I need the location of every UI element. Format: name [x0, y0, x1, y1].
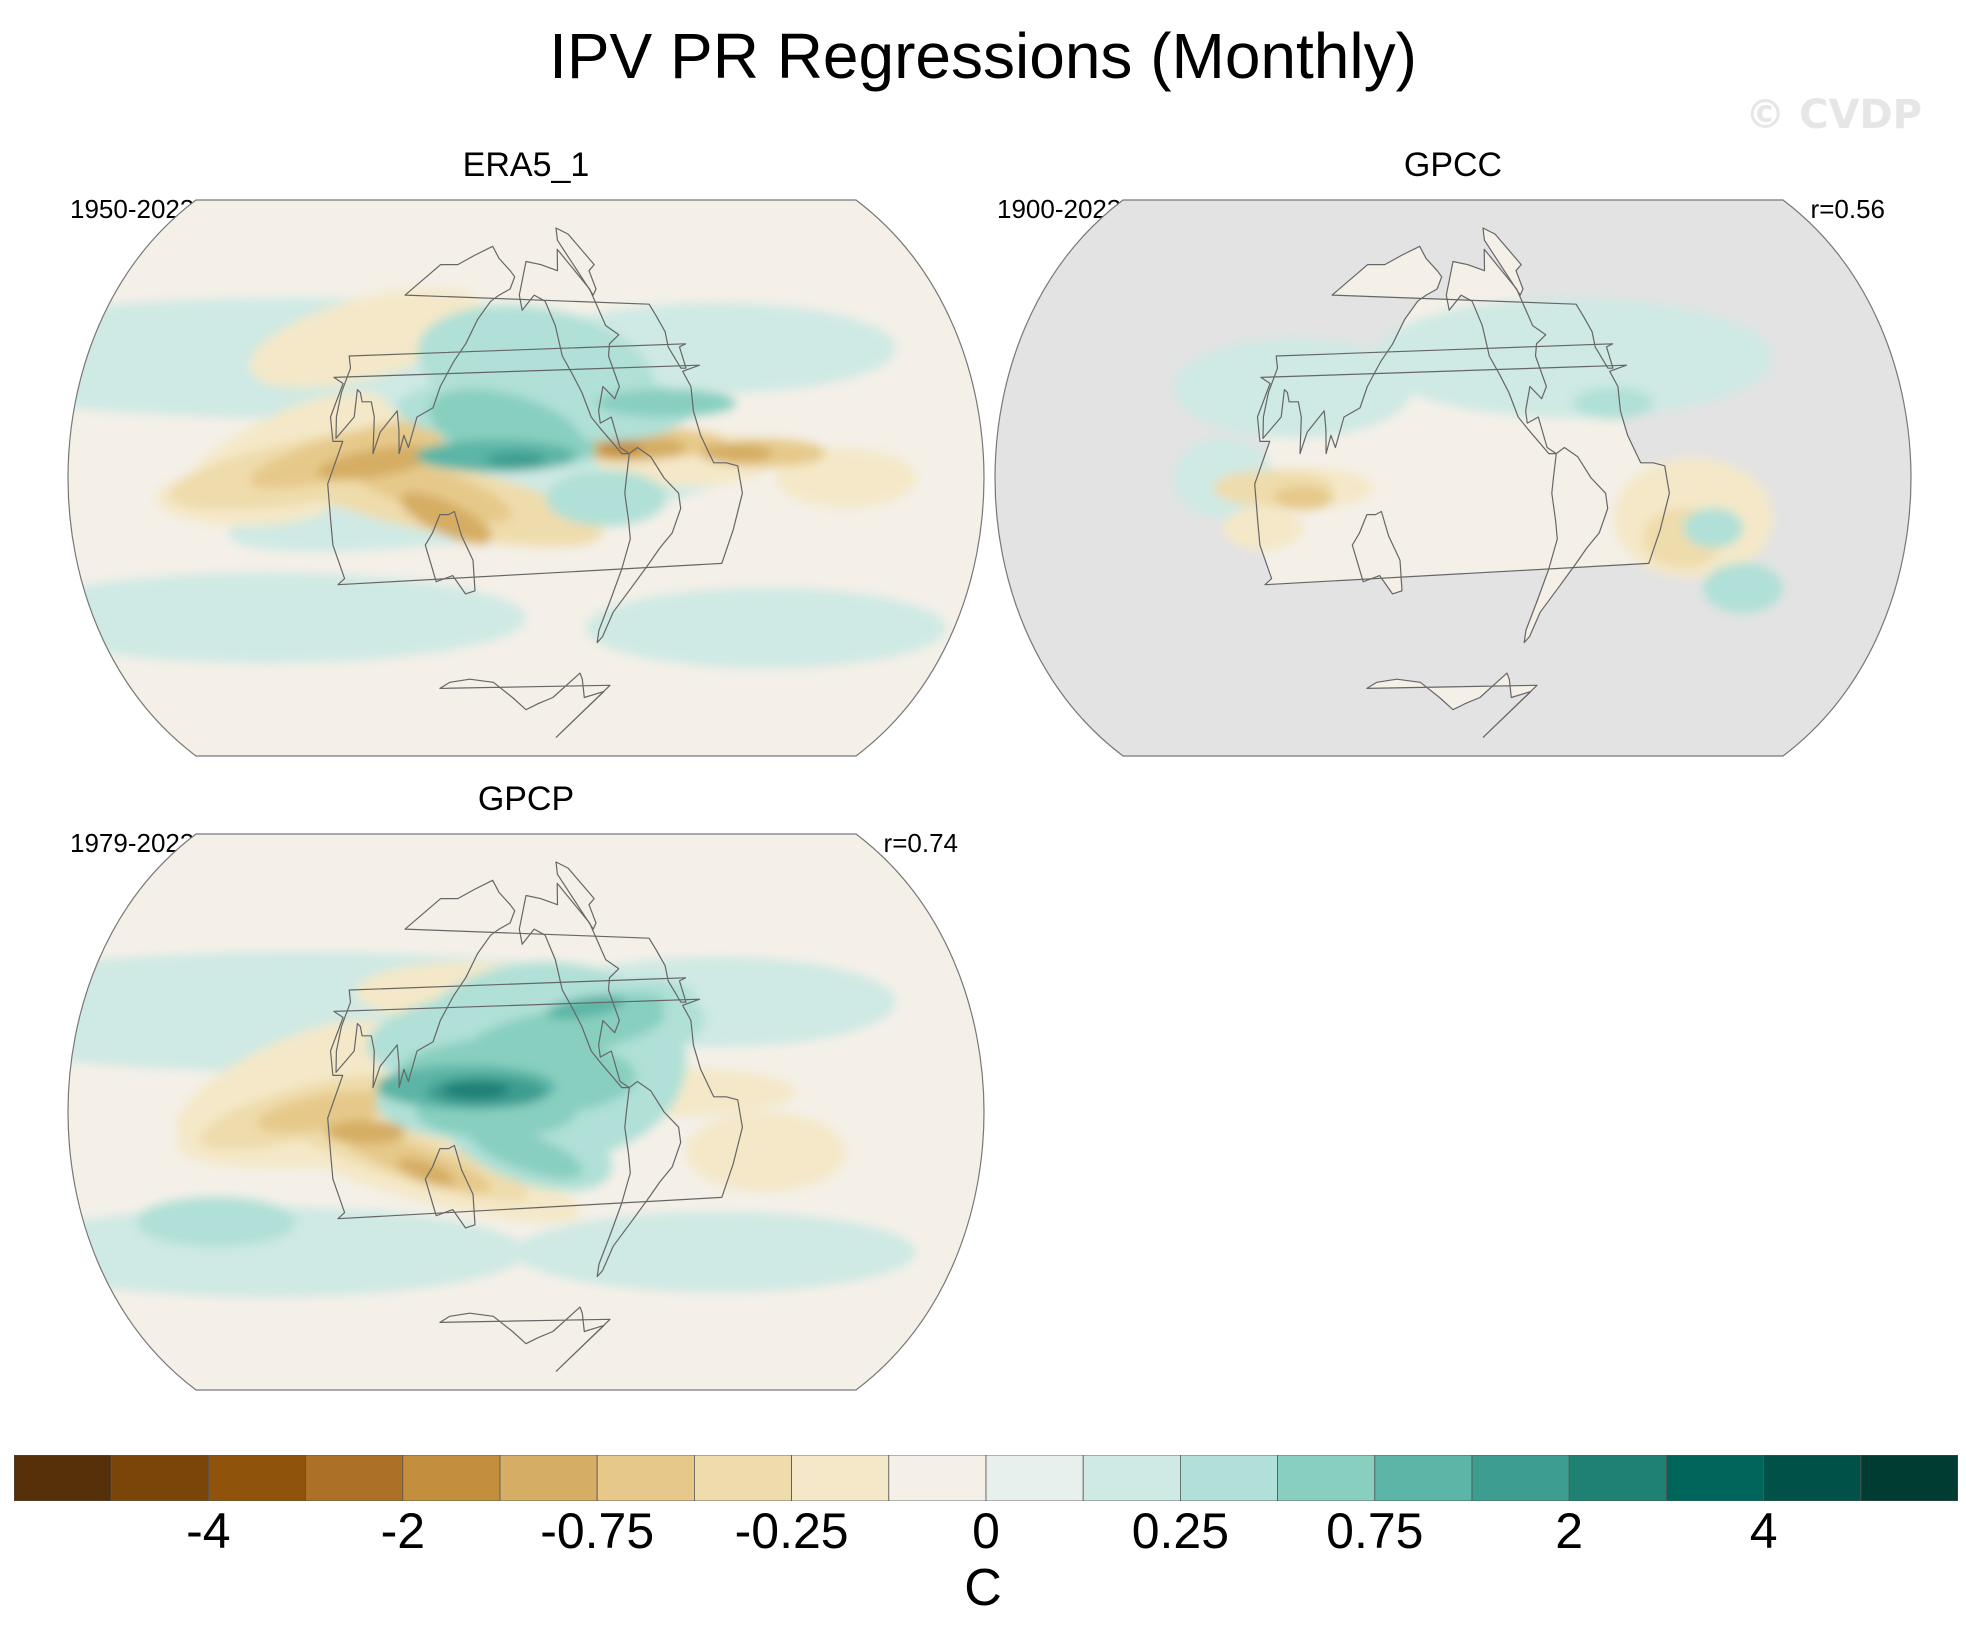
coastline [335, 245, 687, 455]
colorbar-tick: -2 [380, 1503, 426, 1559]
panel-correlation: r=0.74 [883, 828, 958, 858]
anomaly-field [1703, 563, 1783, 613]
colorbar-units: C [964, 1559, 1002, 1617]
colorbar-swatch [1860, 1455, 1958, 1501]
colorbar-tick: 0.75 [1326, 1503, 1424, 1559]
anomaly-field [1273, 486, 1333, 510]
colorbar-tick: -0.25 [734, 1503, 849, 1559]
map-outline [67, 833, 985, 1391]
map-panel-gpcp: GPCP 1979-2023 r=0.74 [66, 780, 986, 1391]
coastline [555, 861, 597, 930]
coastline [439, 672, 611, 738]
colorbar-tick: -0.75 [540, 1503, 655, 1559]
colorbar-swatch [1666, 1455, 1765, 1501]
anomaly-field [249, 288, 483, 388]
colorbar-swatch [985, 1455, 1084, 1501]
anomaly-field [686, 1112, 846, 1192]
panel-title: GPCP [477, 780, 575, 818]
coastline [424, 510, 476, 595]
colorbar-swatch [207, 1455, 306, 1501]
colorbar-swatch [888, 1455, 987, 1501]
anomaly-field [256, 1090, 396, 1134]
coastline [596, 446, 682, 644]
land-fill [1352, 511, 1402, 594]
colorbar-swatch [110, 1455, 209, 1501]
panel-correlation: r=0.56 [1810, 194, 1885, 224]
cvdp-watermark: © CVDP [1745, 92, 1922, 138]
colorbar-tick: -4 [186, 1503, 231, 1559]
map-panel-gpcc: GPCC 1900-2023 r=0.56 [993, 146, 1913, 757]
coastline [518, 882, 630, 1089]
colorbar-swatch [596, 1455, 695, 1501]
colorbar-tick: 0.25 [1131, 1503, 1230, 1559]
anomaly-field [596, 389, 736, 417]
colorbar-swatch [1763, 1455, 1862, 1501]
anomaly-field [68, 1207, 526, 1297]
coastline [1366, 672, 1538, 738]
coastline [1482, 227, 1524, 296]
coastline [596, 1080, 682, 1278]
map-outline [67, 199, 985, 757]
anomaly-field [586, 588, 946, 668]
colorbar-swatch [1082, 1455, 1181, 1501]
panel-title: ERA5_1 [462, 146, 590, 184]
coastline [555, 227, 597, 296]
map-panel-era5: ERA5_1 1950-2023 [66, 146, 986, 757]
anomaly-field [400, 492, 492, 544]
anomaly-field [136, 1197, 296, 1247]
anomaly-field [1683, 508, 1743, 548]
anomaly-field [546, 470, 666, 526]
colorbar [14, 1455, 1958, 1501]
coastline [439, 1306, 611, 1372]
anomaly-field [1173, 338, 1413, 438]
map-svg [994, 199, 1912, 757]
colorbar-swatch [1471, 1455, 1570, 1501]
anomaly-field [326, 1120, 406, 1144]
coastline [1523, 446, 1609, 644]
map-svg [67, 833, 985, 1391]
anomaly-field [316, 445, 436, 481]
colorbar-swatch [402, 1455, 501, 1501]
colorbar-swatch [499, 1455, 598, 1501]
anomaly-field [68, 573, 526, 663]
coastline [1445, 248, 1557, 455]
anomaly-field [442, 1081, 510, 1099]
colorbar-swatch [1374, 1455, 1473, 1501]
colorbar-swatch [14, 1455, 112, 1501]
anomaly-field [1573, 387, 1653, 419]
coastline [1262, 245, 1614, 455]
figure-title: IPV PR Regressions (Monthly) [549, 20, 1417, 92]
panel-title: GPCC [1403, 146, 1503, 184]
land-fill [1483, 228, 1523, 296]
colorbar-tick: 4 [1749, 1503, 1778, 1559]
land-fill [1366, 673, 1537, 738]
anomaly-field [1223, 506, 1303, 550]
colorbar-swatch [1277, 1455, 1376, 1501]
colorbar-tick: 2 [1555, 1503, 1584, 1559]
anomaly-field [516, 1212, 916, 1292]
colorbar-tick-labels: -4 -2 -0.75 -0.25 0 0.25 0.75 2 4 [0, 1502, 1966, 1562]
coastline [424, 1144, 476, 1229]
anomaly-field [486, 452, 546, 468]
coastline [327, 364, 743, 586]
colorbar-swatch [791, 1455, 890, 1501]
coastline [335, 879, 687, 1089]
anomaly-field [397, 1158, 455, 1186]
map-outline [994, 199, 1912, 757]
colorbar-swatch [1180, 1455, 1279, 1501]
colorbar-swatch [694, 1455, 793, 1501]
coastline [1254, 364, 1670, 586]
colorbar-swatch [305, 1455, 404, 1501]
map-svg [67, 199, 985, 757]
anomaly-field [1373, 298, 1773, 418]
colorbar-swatch [1568, 1455, 1667, 1501]
anomaly-field [700, 443, 772, 463]
anomaly-field [546, 994, 626, 1020]
colorbar-tick: 0 [972, 1503, 1000, 1559]
coastline [518, 248, 630, 455]
coastline [1351, 510, 1403, 595]
anomaly-field [776, 448, 916, 508]
coastline [327, 998, 743, 1220]
anomaly-field [469, 1125, 583, 1179]
